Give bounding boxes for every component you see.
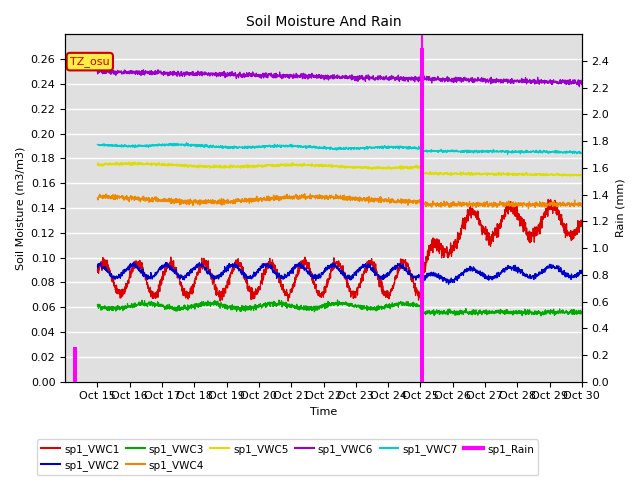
sp1_VWC1	[353, 285, 361, 290]
sp1_VWC4	[480, 199, 488, 205]
sp1_VWC6	[549, 78, 557, 84]
sp1_VWC6	[98, 66, 106, 72]
sp1_VWC5	[536, 172, 543, 178]
sp1_VWC3	[333, 297, 341, 303]
Line: sp1_VWC1: sp1_VWC1	[97, 199, 582, 301]
Y-axis label: Soil Moisture (m3/m3): Soil Moisture (m3/m3)	[15, 146, 25, 270]
sp1_VWC3	[364, 303, 372, 309]
sp1_VWC1	[364, 265, 372, 271]
Line: sp1_VWC4: sp1_VWC4	[97, 194, 582, 209]
sp1_VWC5	[364, 166, 372, 171]
Y-axis label: Rain (mm): Rain (mm)	[615, 179, 625, 237]
sp1_VWC5	[353, 165, 361, 170]
sp1_VWC5	[229, 164, 237, 169]
sp1_VWC5	[578, 174, 586, 180]
sp1_VWC5	[549, 171, 557, 177]
sp1_VWC6	[364, 75, 372, 81]
sp1_VWC3	[93, 301, 101, 307]
sp1_VWC6	[536, 82, 543, 87]
sp1_VWC2	[536, 272, 543, 277]
sp1_VWC1	[536, 221, 543, 227]
sp1_VWC4	[93, 195, 101, 201]
sp1_VWC3	[353, 304, 361, 310]
sp1_VWC4	[525, 206, 532, 212]
Bar	[420, 48, 424, 382]
sp1_VWC6	[575, 84, 583, 90]
sp1_VWC7	[353, 145, 361, 151]
Title: Soil Moisture And Rain: Soil Moisture And Rain	[246, 15, 401, 29]
Text: TZ_osu: TZ_osu	[70, 56, 109, 67]
sp1_VWC2	[445, 281, 452, 287]
sp1_VWC6	[578, 77, 586, 83]
sp1_VWC1	[549, 206, 557, 212]
sp1_VWC4	[549, 204, 557, 209]
sp1_VWC7	[549, 149, 557, 155]
sp1_VWC7	[504, 152, 511, 157]
sp1_VWC1	[545, 196, 552, 202]
Bar	[73, 347, 77, 382]
sp1_VWC7	[578, 150, 586, 156]
sp1_VWC3	[536, 310, 543, 315]
sp1_VWC3	[537, 313, 545, 319]
sp1_VWC3	[480, 310, 488, 315]
sp1_VWC2	[481, 271, 488, 277]
sp1_VWC7	[93, 142, 101, 147]
Line: sp1_VWC2: sp1_VWC2	[97, 263, 582, 284]
sp1_VWC7	[364, 145, 372, 151]
sp1_VWC7	[182, 140, 190, 145]
sp1_VWC1	[229, 265, 237, 271]
sp1_VWC1	[480, 227, 488, 233]
Line: sp1_VWC6: sp1_VWC6	[97, 69, 582, 87]
sp1_VWC3	[228, 307, 236, 312]
sp1_VWC1	[578, 218, 586, 224]
sp1_VWC4	[578, 201, 586, 206]
sp1_VWC4	[353, 197, 361, 203]
sp1_VWC2	[229, 262, 237, 268]
sp1_VWC2	[353, 267, 361, 273]
sp1_VWC3	[549, 310, 557, 316]
sp1_VWC2	[364, 262, 372, 267]
Line: sp1_VWC5: sp1_VWC5	[97, 162, 582, 177]
sp1_VWC5	[93, 162, 101, 168]
sp1_VWC4	[301, 191, 308, 197]
sp1_VWC4	[228, 199, 236, 204]
X-axis label: Time: Time	[310, 407, 337, 417]
sp1_VWC2	[130, 260, 138, 265]
sp1_VWC6	[480, 78, 488, 84]
sp1_VWC1	[216, 298, 224, 304]
sp1_VWC6	[353, 74, 361, 80]
sp1_VWC6	[229, 71, 237, 77]
sp1_VWC2	[549, 262, 557, 268]
sp1_VWC3	[578, 309, 586, 314]
sp1_VWC4	[364, 198, 372, 204]
sp1_VWC7	[480, 149, 488, 155]
Legend: sp1_VWC1, sp1_VWC2, sp1_VWC3, sp1_VWC4, sp1_VWC5, sp1_VWC6, sp1_VWC7, sp1_Rain: sp1_VWC1, sp1_VWC2, sp1_VWC3, sp1_VWC4, …	[37, 439, 538, 475]
sp1_VWC5	[480, 171, 488, 177]
sp1_VWC7	[229, 144, 237, 150]
Line: sp1_VWC7: sp1_VWC7	[97, 143, 582, 155]
sp1_VWC7	[536, 148, 543, 154]
sp1_VWC6	[93, 69, 101, 74]
sp1_VWC2	[93, 264, 101, 269]
sp1_VWC5	[578, 172, 586, 178]
sp1_VWC2	[578, 270, 586, 276]
Line: sp1_VWC3: sp1_VWC3	[97, 300, 582, 316]
sp1_VWC1	[93, 267, 101, 273]
sp1_VWC4	[536, 203, 543, 208]
sp1_VWC5	[131, 159, 138, 165]
